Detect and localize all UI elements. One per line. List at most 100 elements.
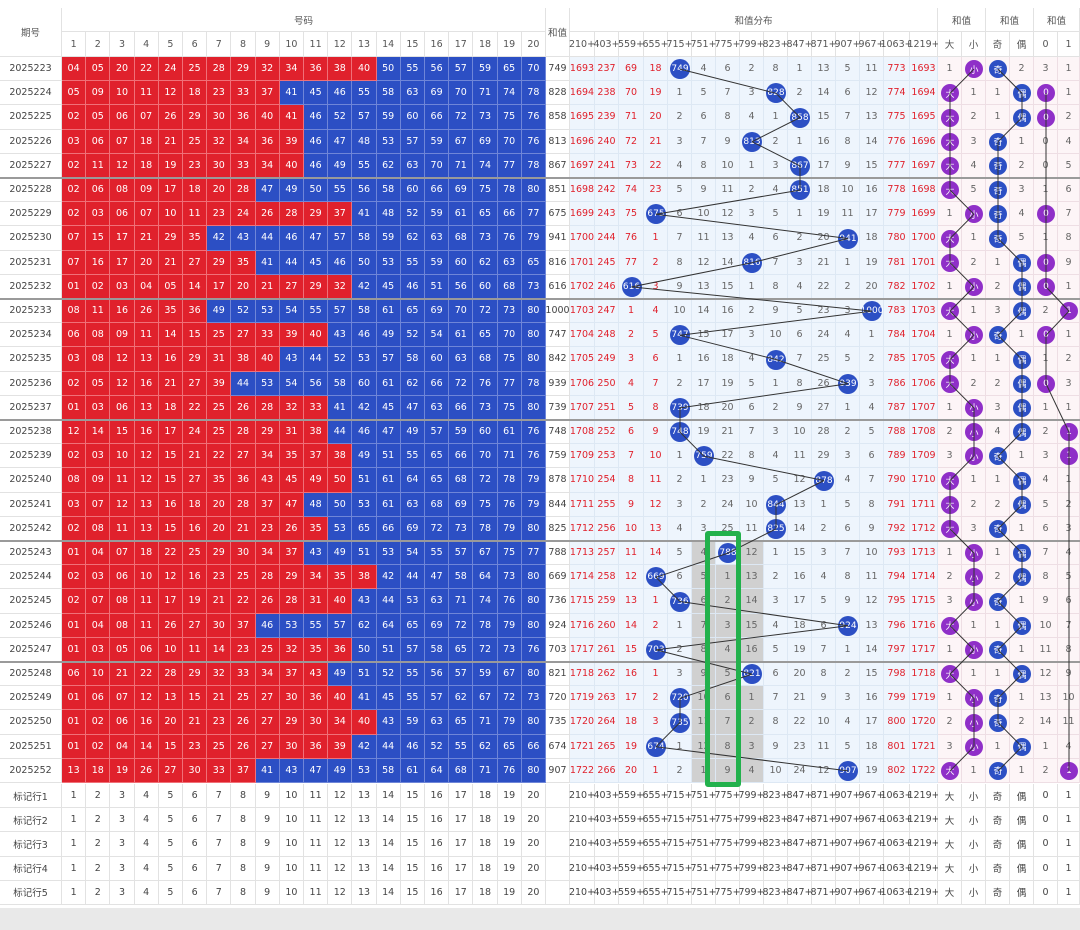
mark-number-cell: 17 [449,832,474,857]
dist-cell: 10 [812,710,836,735]
number-cell: 44 [400,565,425,590]
number-col-header: 14 [376,32,401,57]
dist-col-header: 847+ [786,32,813,57]
o-cell: 2 [1058,492,1080,517]
number-cell: 60 [425,347,450,372]
dist-cell: 794 [884,565,910,590]
number-cell: 57 [328,226,353,251]
mark-dist-cell: 799+ [738,880,765,905]
number-col-header: 19 [497,32,522,57]
number-cell: 55 [400,250,425,275]
dist-cell: 3 [836,444,860,469]
number-cell: 76 [521,444,546,469]
number-cell: 22 [207,444,232,469]
number-cell: 76 [497,492,522,517]
number-cell: 03 [110,274,135,299]
number-cell: 68 [449,226,474,251]
mark-number-cell: 3 [110,880,135,905]
number-cell: 41 [328,395,353,420]
number-cell: 26 [158,105,183,130]
number-cell: 36 [231,468,256,493]
number-cell: 80 [521,613,546,638]
o-cell: 6 [1058,178,1080,203]
small-ball: 小 [965,60,983,79]
dist-cell: 3 [692,516,716,541]
small-cell: 1 [962,662,986,687]
odd-ball: 奇 [989,519,1007,538]
dist-cell: 1697 [570,153,595,178]
mark-dist-cell: 715+ [666,832,693,857]
mark-number-cell: 6 [183,832,208,857]
dist-cell: 9 [716,758,740,783]
even-cell: 2 [1010,153,1034,178]
number-cell: 06 [62,323,87,348]
dist-cell: 15 [716,274,740,299]
number-cell: 76 [521,129,546,154]
dist-cell: 6 [812,613,836,638]
number-cell: 26 [231,710,256,735]
number-cell: 65 [521,250,546,275]
mark-number-cell: 1 [62,832,87,857]
dist-cell: 8 [836,129,860,154]
o-cell: 1 [1058,57,1080,82]
dist-cell: 1 [860,323,884,348]
number-cell: 73 [521,274,546,299]
number-cell: 61 [376,468,401,493]
number-cell: 29 [255,420,280,445]
dist-cell: 5 [836,492,860,517]
number-cell: 29 [304,202,329,227]
number-cell: 27 [231,323,256,348]
number-cell: 29 [207,250,232,275]
number-cell: 18 [158,395,183,420]
number-cell: 46 [352,420,377,445]
number-cell: 55 [449,734,474,759]
dist-cell: 14 [860,129,884,154]
sum-cell: 858 [546,105,570,130]
dist-cell: 265 [595,734,619,759]
dist-cell: 2 [644,613,668,638]
mark-group-cell: 小 [962,808,986,833]
even-ball: 偶 [1013,398,1031,417]
number-cell: 08 [86,516,111,541]
dist-cell: 2 [692,492,716,517]
mark-number-cell: 20 [521,880,546,905]
mark-group-cell: 大 [938,880,962,905]
dist-cell: 14 [812,81,836,106]
dist-cell: 1709 [910,444,938,469]
number-cell: 61 [376,371,401,396]
mark-number-cell: 8 [231,784,256,809]
number-cell: 59 [376,105,401,130]
mark-dist-cell: 907+ [834,784,861,809]
big-cell: 2 [938,420,962,445]
number-col-header: 4 [134,32,159,57]
number-cell: 57 [400,637,425,662]
numbers-header: 号码 [62,8,546,32]
dist-cell: 13 [716,226,740,251]
sum-ball: 735 [670,712,690,733]
number-cell: 01 [62,395,87,420]
number-cell: 21 [134,226,159,251]
dist-cell: 262 [595,662,619,687]
number-cell: 78 [521,371,546,396]
z-cell: 1 [1034,347,1058,372]
number-col-header: 2 [86,32,111,57]
mark-dist-cell: 715+ [666,784,693,809]
dist-cell: 3 [836,686,860,711]
number-cell: 35 [328,565,353,590]
mark-number-cell: 20 [521,856,546,881]
number-cell: 44 [279,250,304,275]
dist-cell: 19 [788,637,812,662]
mark-dist-cell: 210+ [569,856,595,881]
number-cell: 80 [521,710,546,735]
number-cell: 46 [328,81,353,106]
number-cell: 41 [279,105,304,130]
number-cell: 08 [86,347,111,372]
mark-dist-cell: 210+ [569,832,595,857]
number-cell: 75 [497,105,522,130]
dist-cell: 69 [619,57,644,82]
dist-cell: 9 [644,420,668,445]
mark-number-cell: 4 [134,784,159,809]
z-cell: 1 [1034,395,1058,420]
number-cell: 73 [473,105,498,130]
mark-number-cell: 10 [279,784,304,809]
